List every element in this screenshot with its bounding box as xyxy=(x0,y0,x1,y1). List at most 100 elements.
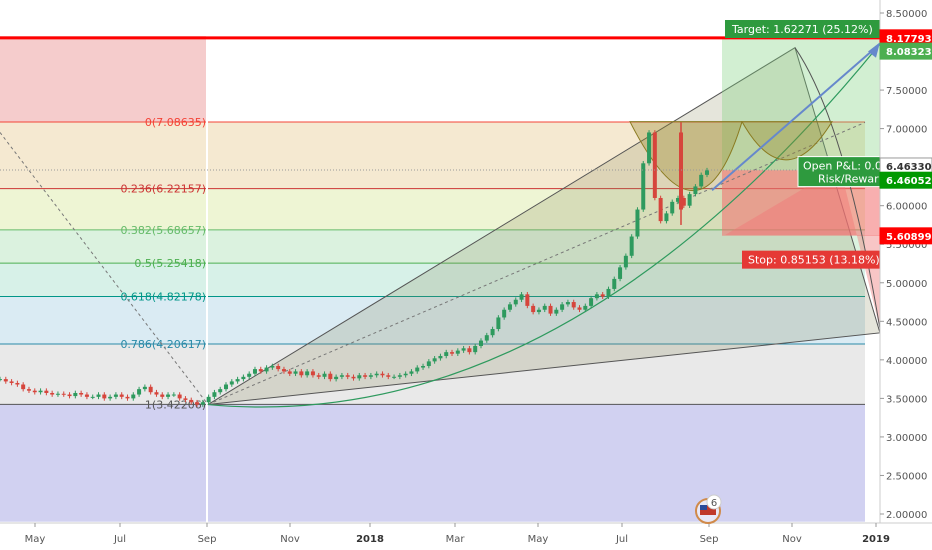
candle-body xyxy=(450,352,455,354)
candle-body xyxy=(426,361,431,367)
candle-body xyxy=(305,371,310,376)
candle-body xyxy=(641,163,646,210)
candle-body xyxy=(676,197,681,202)
candle-body xyxy=(0,379,2,381)
candle-body xyxy=(554,309,559,314)
price-axis[interactable]: 8.500008.000007.500007.000006.500006.000… xyxy=(879,0,932,523)
candle-body xyxy=(195,402,200,405)
candle-body xyxy=(171,394,176,396)
candle-body xyxy=(113,394,118,397)
fib-band-upper xyxy=(0,36,207,122)
candle-body xyxy=(258,369,263,372)
candle-body xyxy=(131,394,136,399)
events-badge[interactable]: 6 xyxy=(695,494,722,524)
candle-body xyxy=(276,366,281,370)
candle-body xyxy=(421,366,426,368)
candle-body xyxy=(299,371,304,376)
time-axis[interactable]: May Jul Sep Nov 2018 Mar May Jul Sep Nov 2019 xyxy=(0,522,932,550)
fib-level-label: 0.786(4.20617) xyxy=(120,338,206,351)
price-tick-label: 4.00000 xyxy=(886,356,927,367)
candle-body xyxy=(415,367,420,372)
fib-level-label: 0.236(6.22157) xyxy=(120,183,206,196)
candle-body xyxy=(629,236,634,256)
projection-arrow-head xyxy=(868,42,880,58)
candle-body xyxy=(618,267,623,279)
candle-body xyxy=(455,350,460,354)
candle-body xyxy=(699,174,704,187)
candle-body xyxy=(380,373,385,376)
candle-body xyxy=(357,375,362,379)
price-tick-label: 7.00000 xyxy=(886,125,927,136)
candle-body xyxy=(525,294,530,306)
candle-body xyxy=(218,389,223,393)
time-tick-label: Jul xyxy=(615,534,628,545)
pnl-label-bg xyxy=(797,156,883,188)
candle-body xyxy=(438,355,443,359)
candle-body xyxy=(322,373,327,377)
time-tick-label: 2019 xyxy=(862,534,890,545)
price-label: 8.17793 xyxy=(886,34,932,45)
candle-body xyxy=(160,394,165,397)
time-tick-label: May xyxy=(25,534,46,545)
candle-body xyxy=(183,398,188,400)
candle-body xyxy=(670,201,675,214)
stop-label[interactable]: Stop: 0.85153 (13.18%) xyxy=(742,250,882,269)
fib-band xyxy=(0,229,865,264)
candle-body xyxy=(507,304,512,310)
fib-level-label: 0(7.08635) xyxy=(145,116,206,129)
fib-level-label: 0.382(5.68657) xyxy=(120,224,206,237)
handle-shape[interactable] xyxy=(741,121,833,161)
candle-body xyxy=(484,335,489,341)
price-tick-label: 3.00000 xyxy=(886,433,927,444)
candle-body xyxy=(461,348,466,351)
candle-body xyxy=(664,213,669,222)
candle-body xyxy=(148,386,153,393)
events-count: 6 xyxy=(711,498,717,509)
target-label[interactable]: Target: 1.62271 (25.12%) xyxy=(725,20,883,38)
candle-body xyxy=(44,390,49,393)
candle-body xyxy=(328,373,333,380)
candle-body xyxy=(681,197,686,206)
candle-body xyxy=(108,396,113,399)
candle-body xyxy=(368,375,373,377)
candle-body xyxy=(9,381,14,383)
candle-body xyxy=(548,305,553,314)
candle-body xyxy=(519,294,524,300)
fib-level-label: 0.5(5.25418) xyxy=(134,257,206,270)
candle-body xyxy=(577,307,582,310)
candle-body xyxy=(687,194,692,206)
candle-body xyxy=(102,394,107,399)
candle-body xyxy=(600,294,605,297)
candle-body xyxy=(444,352,449,356)
candle-body xyxy=(571,302,576,308)
candle-body xyxy=(409,371,414,374)
candle-body xyxy=(270,366,275,368)
price-tick-label: 2.00000 xyxy=(886,510,927,521)
candle-body xyxy=(531,305,536,313)
candle-body xyxy=(119,394,124,397)
trend-dashed-line xyxy=(207,121,866,406)
fib-band xyxy=(0,263,865,297)
candle-body xyxy=(705,170,709,175)
projection-arrow-line[interactable] xyxy=(711,43,881,192)
time-tick-label: Mar xyxy=(446,534,466,545)
candle-body xyxy=(61,393,66,395)
candle-spike-body xyxy=(679,132,683,210)
candle-body xyxy=(252,369,257,374)
fib-arc-curve xyxy=(207,43,881,408)
candle-body xyxy=(235,379,240,382)
price-tick-label: 6.00000 xyxy=(886,202,927,213)
time-tick-label: 2018 xyxy=(356,534,384,545)
price-label-bg xyxy=(879,171,932,189)
candle-body xyxy=(513,299,518,305)
time-tick-label: Nov xyxy=(782,534,802,545)
candle-body xyxy=(212,392,217,397)
price-axis-bg xyxy=(880,0,932,523)
target-zone[interactable] xyxy=(722,37,880,171)
flag-icon xyxy=(700,505,716,515)
candle-body xyxy=(247,373,252,377)
time-tick-label: Sep xyxy=(198,534,217,545)
